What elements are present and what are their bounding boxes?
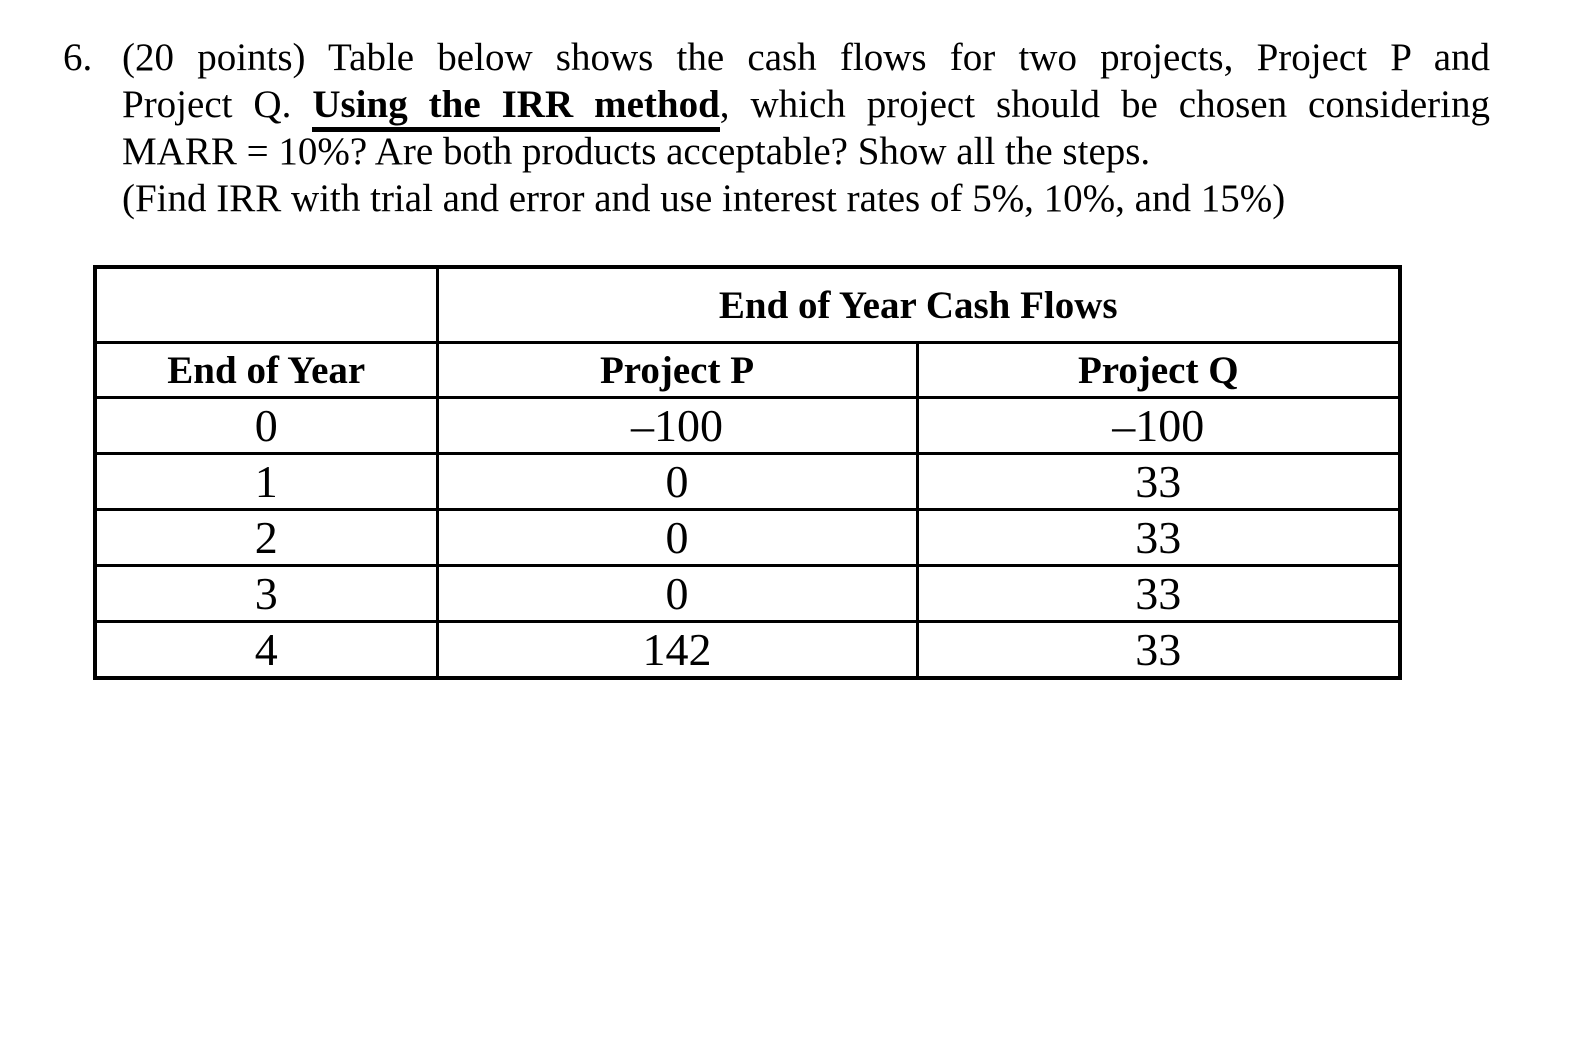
span-header-cell: End of Year Cash Flows [435,265,1402,344]
span-header-label: End of Year Cash Flows [718,283,1118,327]
problem-line-3: MARR = 10%? Are both products acceptable… [122,130,1151,173]
cell-value: –100 [1112,400,1205,451]
cell-project-p: 0 [435,452,919,511]
problem-line-1: (20 points) Table below shows the cash f… [122,36,1490,79]
cell-value: 0 [665,512,689,563]
cell-project-q: 33 [915,564,1402,623]
problem-line-2-pre: Project Q. [122,83,313,126]
empty-corner-cell [93,265,439,344]
irr-method-emphasis: Using the IRR method [312,83,720,132]
cell-value: 33 [1135,456,1182,507]
cell-project-q: 33 [915,508,1402,567]
column-header-label: End of Year [167,348,366,392]
cell-value: –100 [631,400,723,451]
column-header-project-q: Project Q [915,341,1402,399]
problem-number: 6. [63,36,93,79]
column-header-project-p: Project P [435,341,919,399]
problem-line-4: (Find IRR with trial and error and use i… [122,177,1286,220]
cell-year: 1 [93,452,439,511]
cell-project-q: 33 [915,452,1402,511]
cell-value: 2 [254,512,278,563]
cell-value: 4 [254,624,278,675]
problem-statement: (20 points) Table below shows the cash f… [122,34,1490,222]
cell-project-p: 0 [435,564,919,623]
cell-year: 2 [93,508,439,567]
column-header-label: Project Q [1077,348,1239,392]
cash-flow-table: End of Year Cash Flows End of Year Proje… [93,265,1403,680]
cell-project-p: 0 [435,508,919,567]
cell-project-p: –100 [435,396,919,455]
cell-value: 0 [254,400,278,451]
table-row: 3 0 33 [93,564,1402,623]
cell-project-q: –100 [915,396,1402,455]
cell-value: 3 [254,568,278,619]
cell-year: 0 [93,396,439,455]
problem-line-2: Project Q. Using the IRR method, which p… [122,81,1490,132]
column-header-label: Project P [599,348,755,392]
cell-value: 33 [1135,624,1182,675]
table-row: 0 –100 –100 [93,396,1402,455]
cell-year: 3 [93,564,439,623]
table-column-header-row: End of Year Project P Project Q [93,341,1402,399]
cell-project-q: 33 [915,620,1402,680]
cell-value: 1 [254,456,278,507]
cell-value: 142 [642,624,712,675]
cell-value: 0 [665,568,689,619]
cell-value: 33 [1135,568,1182,619]
table-span-header-row: End of Year Cash Flows [93,265,1402,344]
cell-project-p: 142 [435,620,919,680]
problem-line-2-post: , which project should be chosen conside… [719,83,1490,126]
table-row: 2 0 33 [93,508,1402,567]
cell-value: 0 [665,456,689,507]
column-header-end-of-year: End of Year [93,341,439,399]
table-row: 1 0 33 [93,452,1402,511]
cell-value: 33 [1135,512,1182,563]
cell-year: 4 [93,620,439,680]
table-row: 4 142 33 [93,620,1402,680]
